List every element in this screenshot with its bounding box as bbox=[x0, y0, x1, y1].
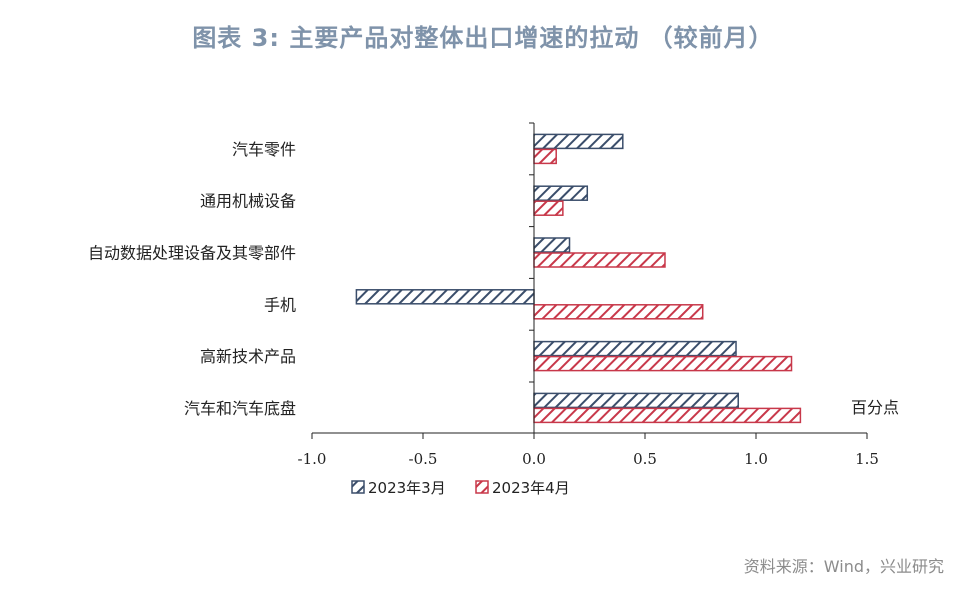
source-note: 资料来源：Wind，兴业研究 bbox=[743, 557, 944, 576]
bar-series1-2 bbox=[533, 237, 571, 253]
x-axis: -1.0 -0.5 0.0 0.5 1.0 1.5 bbox=[298, 432, 879, 468]
bar-series2-5 bbox=[533, 407, 802, 424]
x-tick-label: 0.0 bbox=[522, 450, 546, 468]
bars-group bbox=[355, 133, 802, 424]
bar-series1-0 bbox=[533, 133, 624, 150]
bar-series1-5 bbox=[533, 392, 739, 409]
x-tick-label: 0.5 bbox=[633, 450, 657, 468]
category-label: 汽车和汽车底盘 bbox=[184, 399, 296, 418]
zero-axis-group bbox=[529, 122, 535, 433]
category-label: 手机 bbox=[264, 295, 296, 314]
x-tick-label: 1.0 bbox=[744, 450, 768, 468]
bar-series2-2 bbox=[533, 252, 666, 268]
unit-label: 百分点 bbox=[851, 398, 899, 417]
category-label: 汽车零件 bbox=[232, 140, 296, 159]
legend-swatch-series2 bbox=[475, 480, 489, 494]
bar-series2-4 bbox=[533, 355, 793, 372]
bar-series1-4 bbox=[533, 340, 737, 357]
legend-swatch-series1 bbox=[351, 480, 365, 494]
legend: 2023年3月 2023年4月 bbox=[351, 479, 570, 497]
x-tick-label: -1.0 bbox=[298, 450, 327, 468]
category-label: 自动数据处理设备及其零部件 bbox=[88, 244, 296, 263]
category-label: 高新技术产品 bbox=[200, 347, 296, 366]
legend-label-series1: 2023年3月 bbox=[368, 479, 446, 497]
chart-title: 图表 3: 主要产品对整体出口增速的拉动 （较前月） bbox=[192, 24, 774, 52]
bar-series1-3 bbox=[355, 289, 535, 305]
bar-series2-3 bbox=[533, 304, 704, 320]
bar-series2-0 bbox=[533, 148, 557, 165]
bar-series2-1 bbox=[533, 200, 564, 216]
legend-label-series2: 2023年4月 bbox=[492, 479, 570, 497]
bar-series1-1 bbox=[533, 185, 589, 201]
category-label: 通用机械设备 bbox=[200, 192, 296, 211]
x-tick-label: 1.5 bbox=[855, 450, 879, 468]
x-tick-label: -0.5 bbox=[409, 450, 438, 468]
